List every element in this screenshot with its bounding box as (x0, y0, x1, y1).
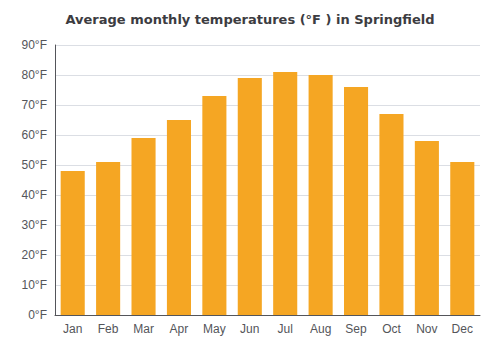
svg-text:Dec: Dec (452, 322, 473, 336)
svg-text:10°F: 10°F (22, 278, 47, 292)
svg-text:Sep: Sep (345, 322, 367, 336)
svg-text:Apr: Apr (170, 322, 189, 336)
svg-text:Oct: Oct (382, 322, 401, 336)
svg-text:70°F: 70°F (22, 98, 47, 112)
svg-text:90°F: 90°F (22, 38, 47, 52)
svg-text:20°F: 20°F (22, 248, 47, 262)
svg-text:May: May (203, 322, 226, 336)
svg-text:Average monthly temperatures (: Average monthly temperatures (°F ) in Sp… (65, 12, 434, 27)
svg-text:60°F: 60°F (22, 128, 47, 142)
svg-text:Nov: Nov (416, 322, 437, 336)
svg-text:30°F: 30°F (22, 218, 47, 232)
svg-text:80°F: 80°F (22, 68, 47, 82)
svg-text:Feb: Feb (98, 322, 119, 336)
svg-text:50°F: 50°F (22, 158, 47, 172)
svg-text:Jun: Jun (240, 322, 259, 336)
svg-text:40°F: 40°F (22, 188, 47, 202)
svg-text:Jan: Jan (63, 322, 82, 336)
svg-text:Mar: Mar (133, 322, 154, 336)
svg-text:0°F: 0°F (28, 308, 47, 322)
svg-text:Aug: Aug (310, 322, 331, 336)
svg-text:Jul: Jul (278, 322, 293, 336)
